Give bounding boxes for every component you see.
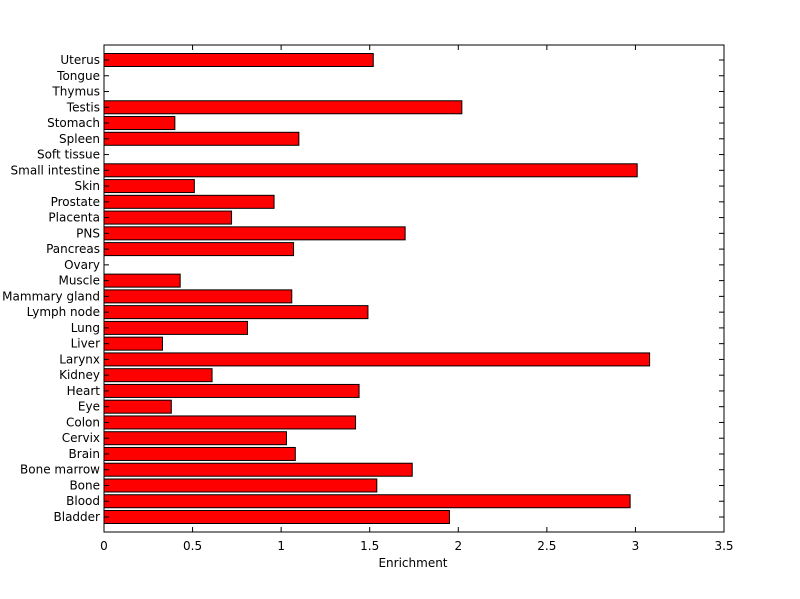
x-tick-label-1: 1 — [277, 539, 285, 553]
bar-placenta — [103, 210, 233, 225]
y-tick-label-tongue: Tongue — [56, 69, 100, 83]
y-tick-label-lung: Lung — [71, 321, 100, 335]
y-tick-label-cervix: Cervix — [62, 431, 100, 445]
bar-pns — [103, 226, 406, 241]
y-tick-label-brain: Brain — [69, 447, 100, 461]
x-axis-ticks: 0 0.5 1 1.5 2 2.5 3 3.5 — [100, 45, 734, 553]
x-tick-label-3-5: 3.5 — [714, 539, 733, 553]
y-tick-label-spleen: Spleen — [59, 132, 100, 146]
bar-spleen — [103, 131, 300, 146]
bar-brain — [103, 446, 296, 461]
y-tick-label-soft-tissue: Soft tissue — [37, 148, 100, 162]
bar-lung — [103, 320, 248, 335]
y-tick-label-pns: PNS — [76, 226, 100, 240]
bar-bladder — [103, 510, 450, 524]
x-axis-label: Enrichment — [378, 556, 447, 570]
y-tick-label-eye: Eye — [78, 400, 100, 414]
bar-pancreas — [103, 242, 295, 257]
y-tick-label-bladder: Bladder — [54, 510, 101, 524]
x-tick-label-0-5: 0.5 — [183, 539, 202, 553]
y-tick-label-colon: Colon — [66, 415, 100, 429]
y-tick-label-mammary-gland: Mammary gland — [2, 289, 100, 303]
bar-testis — [103, 100, 463, 115]
x-tick-label-2-5: 2.5 — [537, 539, 556, 553]
y-tick-label-prostate: Prostate — [51, 195, 100, 209]
bar-prostate — [103, 194, 275, 209]
bar-blood — [103, 494, 631, 509]
y-tick-label-pancreas: Pancreas — [46, 242, 100, 256]
bar-muscle — [103, 273, 181, 288]
bar-bone — [103, 478, 378, 493]
bar-kidney — [103, 368, 213, 383]
y-tick-label-skin: Skin — [74, 179, 100, 193]
y-tick-label-bone: Bone — [69, 478, 100, 492]
x-tick-label-2: 2 — [454, 539, 462, 553]
bar-colon — [103, 415, 357, 430]
y-tick-label-placenta: Placenta — [48, 211, 100, 225]
bar-eye — [103, 399, 172, 414]
bar-mammary-gland — [103, 289, 293, 304]
bar-skin — [103, 179, 195, 194]
y-tick-label-kidney: Kidney — [59, 368, 100, 382]
bar-larynx — [103, 352, 651, 367]
y-tick-label-blood: Blood — [66, 494, 100, 508]
y-tick-label-bone-marrow: Bone marrow — [20, 463, 100, 477]
bar-bone-marrow — [103, 462, 413, 477]
y-tick-label-thymus: Thymus — [51, 85, 100, 99]
y-tick-label-testis: Testis — [66, 100, 100, 114]
bar-liver — [103, 336, 163, 351]
y-tick-label-liver: Liver — [71, 337, 101, 351]
y-tick-label-muscle: Muscle — [58, 274, 100, 288]
bar-uterus — [103, 53, 374, 67]
bar-stomach — [103, 116, 176, 131]
plot-area-frame — [103, 44, 725, 533]
x-tick-label-1-5: 1.5 — [360, 539, 379, 553]
y-tick-label-small-intestine: Small intestine — [11, 163, 100, 177]
bar-lymph-node — [103, 305, 369, 320]
y-tick-label-uterus: Uterus — [60, 53, 100, 67]
bar-heart — [103, 383, 360, 398]
x-tick-label-3: 3 — [632, 539, 640, 553]
y-tick-label-lymph-node: Lymph node — [27, 305, 100, 319]
y-tick-label-heart: Heart — [67, 384, 101, 398]
bar-cervix — [103, 431, 287, 446]
y-tick-label-ovary: Ovary — [64, 258, 100, 272]
y-tick-label-stomach: Stomach — [47, 116, 100, 130]
bar-small-intestine — [103, 163, 638, 178]
x-tick-label-0: 0 — [100, 539, 108, 553]
y-tick-label-larynx: Larynx — [59, 352, 100, 366]
